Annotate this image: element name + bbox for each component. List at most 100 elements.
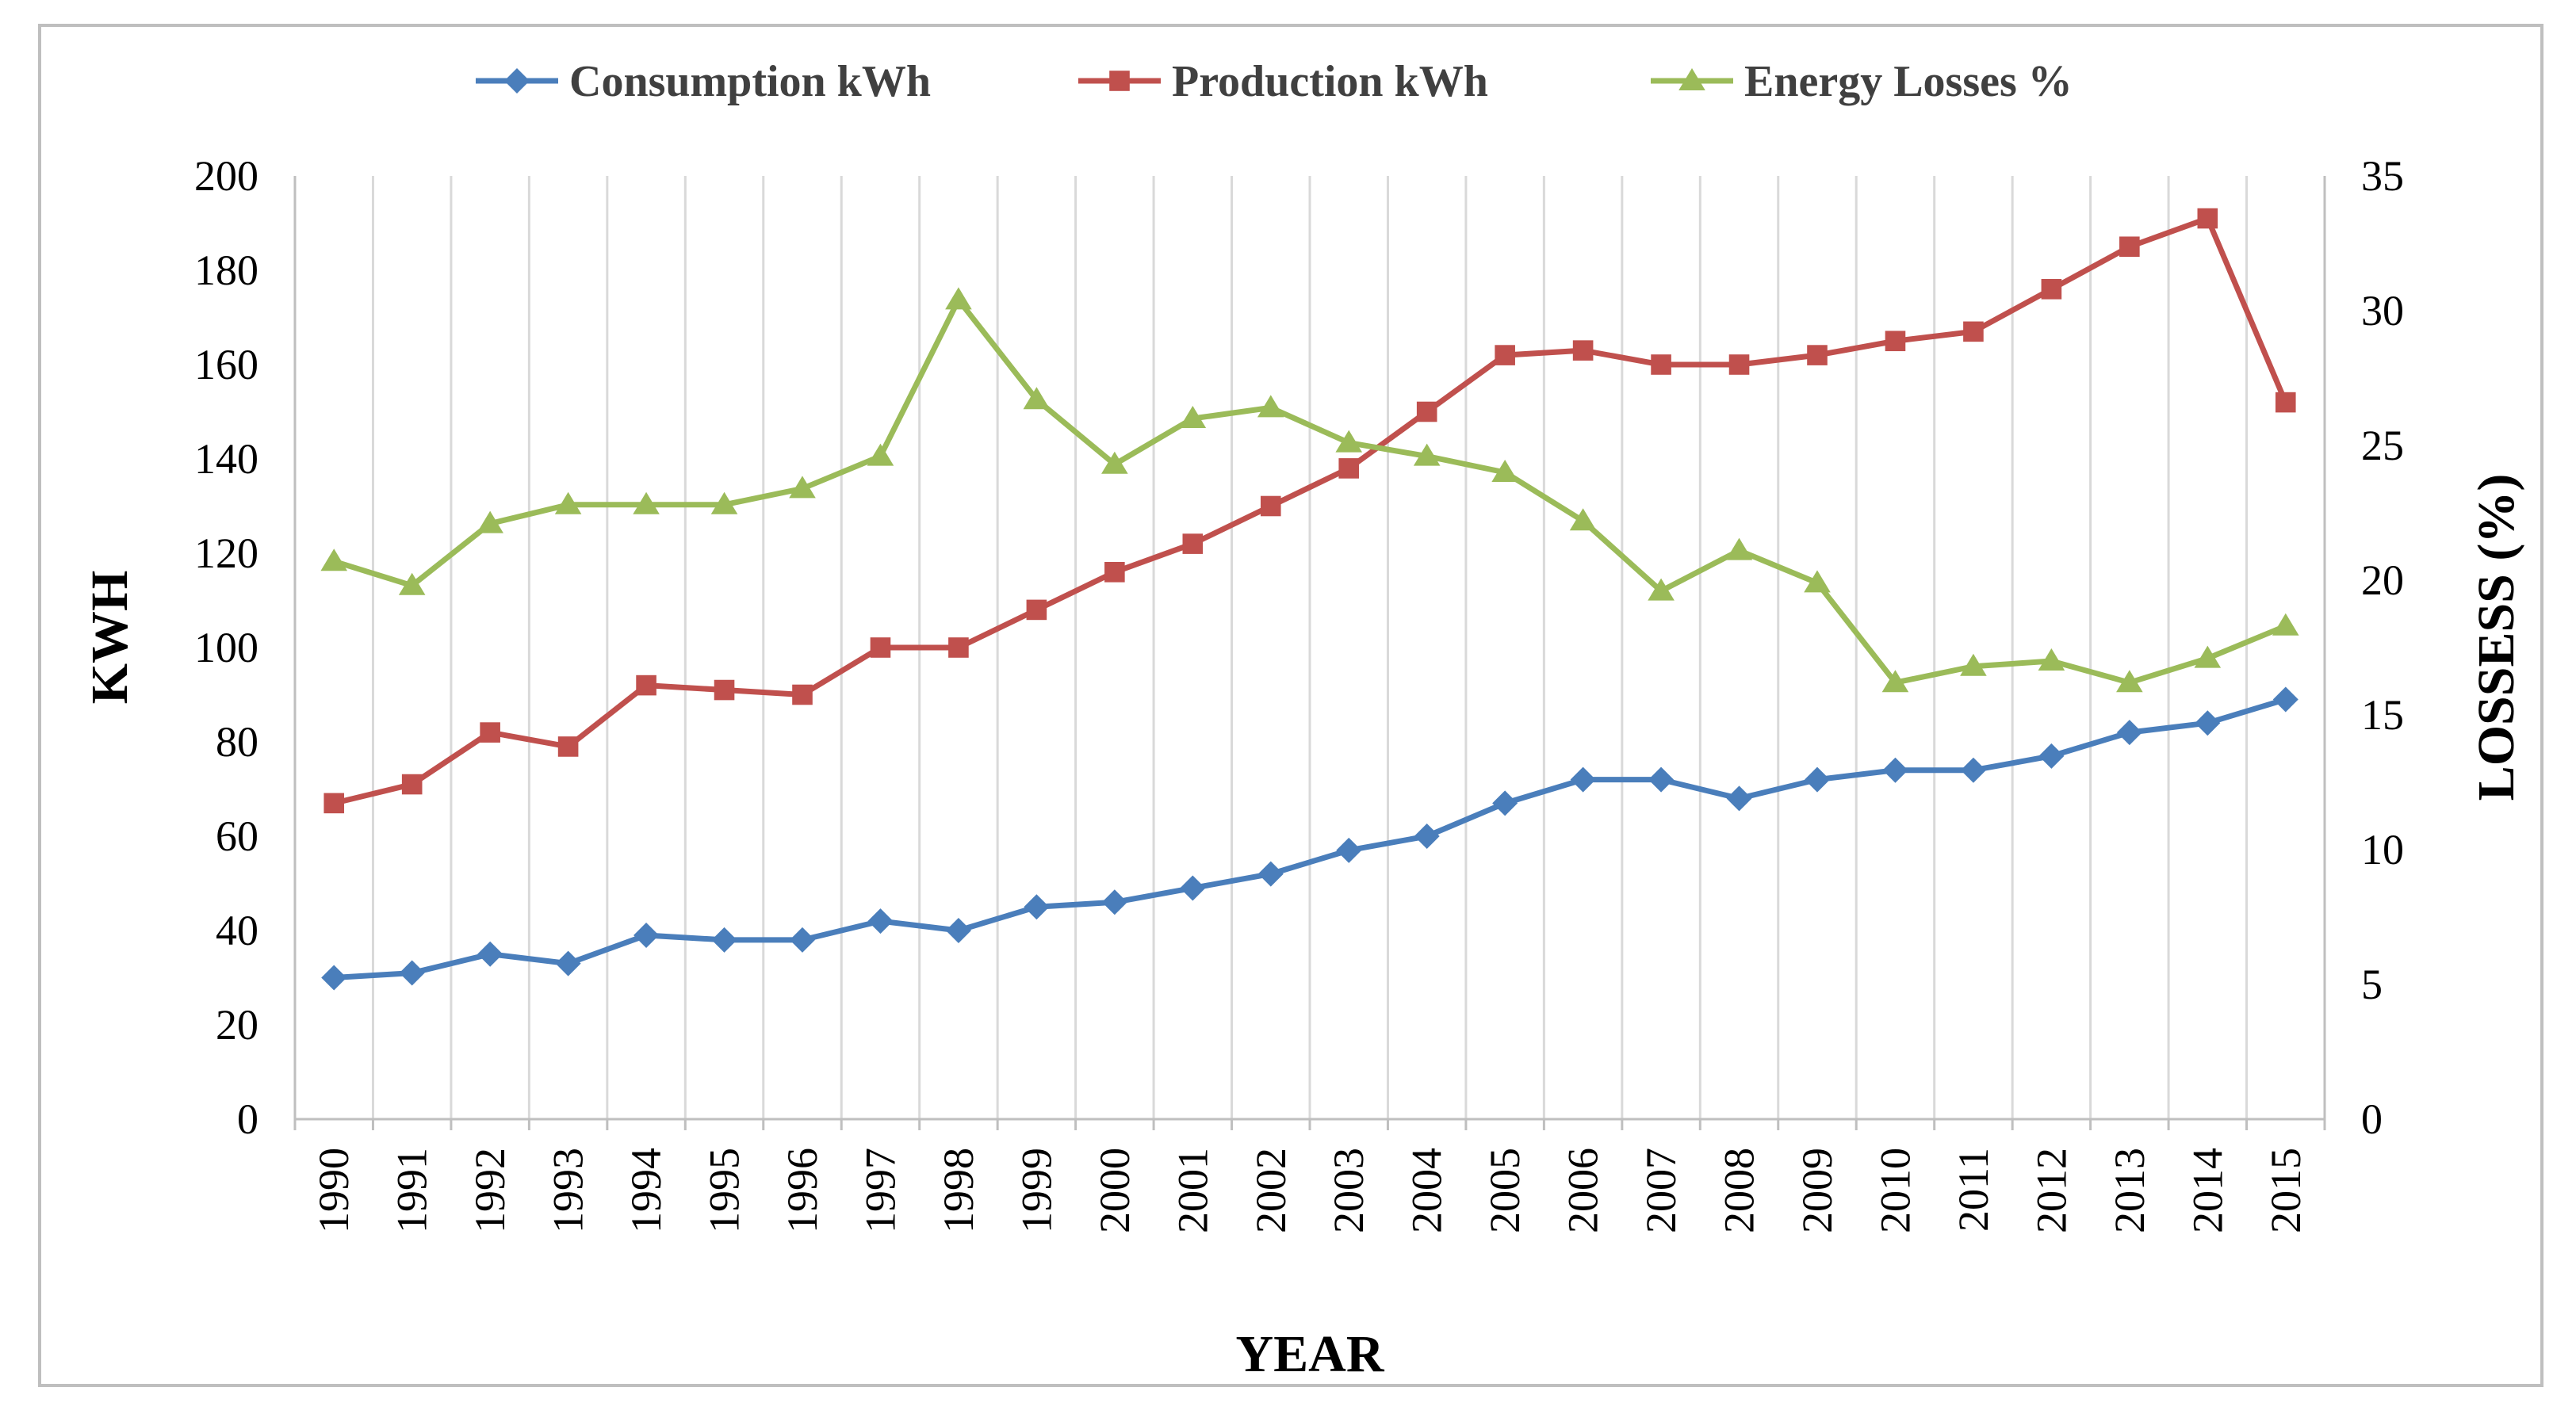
x-tick-label: 1996: [779, 1148, 826, 1233]
production-kwh-point: [2119, 236, 2140, 258]
energy-losses-point: [1101, 451, 1128, 474]
consumption-kwh-point: [2195, 710, 2221, 736]
production-kwh-point: [1728, 354, 1750, 375]
energy-losses-point: [633, 491, 660, 514]
x-tick-label: 2007: [1637, 1148, 1685, 1233]
x-tick-label: 1993: [545, 1148, 592, 1233]
y-tick-label: 60: [216, 812, 258, 860]
production-kwh-point: [557, 736, 579, 757]
y2-tick-label: 25: [2361, 422, 2404, 469]
energy-losses-point: [554, 491, 582, 514]
y-tick-label: 200: [194, 152, 258, 200]
energy-losses-point: [1725, 537, 1753, 560]
x-tick-label: 2011: [1950, 1148, 1997, 1232]
energy-losses-point: [398, 572, 426, 595]
consumption-kwh-point: [790, 927, 815, 953]
energy-losses-point: [2116, 670, 2143, 693]
energy-losses-point: [477, 510, 503, 533]
x-tick-label: 1997: [856, 1148, 904, 1233]
consumption-kwh-point: [399, 960, 425, 986]
series-line-production-kwh: [333, 216, 2288, 806]
legend-item-production-kwh: Production kWh: [1078, 57, 1488, 106]
consumption-kwh-point: [633, 922, 660, 948]
production-kwh-point: [1885, 331, 1906, 352]
legend-label-production-kwh: Production kWh: [1172, 57, 1488, 106]
chart-series: [320, 208, 2299, 991]
consumption-kwh-point: [1414, 824, 1440, 849]
consumption-kwh-point: [1648, 766, 1675, 793]
x-tick-label: 1999: [1012, 1148, 1060, 1233]
production-kwh-point: [1651, 354, 1671, 375]
legend-item-consumption-kwh: Consumption kWh: [476, 57, 931, 106]
x-tick-label: 2009: [1793, 1148, 1841, 1233]
legend-label-energy-losses: Energy Losses %: [1744, 57, 2073, 106]
x-tick-label: 2001: [1169, 1148, 1216, 1233]
production-kwh-point: [1572, 340, 1594, 361]
production-kwh-point: [636, 675, 656, 696]
energy-losses-point: [1804, 570, 1831, 593]
consumption-kwh-point: [2272, 686, 2298, 713]
consumption-kwh-point: [1805, 766, 1830, 793]
energy-losses-point: [867, 443, 894, 466]
production-kwh-point: [1416, 401, 1437, 422]
y-axis-title: KWH: [81, 571, 139, 705]
consumption-kwh-point: [711, 927, 737, 953]
x-axis-title: YEAR: [1235, 1325, 1384, 1383]
y2-tick-label: 30: [2361, 287, 2404, 334]
production-kwh-point: [1495, 345, 1515, 365]
energy-losses-point: [1179, 406, 1207, 428]
series-production-kwh: [323, 208, 2296, 814]
consumption-kwh-point: [1882, 757, 1908, 783]
series-consumption-kwh: [321, 686, 2298, 991]
consumption-kwh-point: [2038, 743, 2065, 769]
chart-axes: [293, 176, 2326, 1130]
consumption-kwh-point: [555, 950, 581, 976]
energy-losses-point: [2272, 613, 2299, 636]
production-kwh-point: [1963, 321, 1984, 342]
x-tick-label: 2015: [2262, 1148, 2310, 1233]
series-line-energy-losses: [333, 296, 2287, 686]
y-tick-label: 80: [216, 718, 258, 766]
consumption-kwh-point: [1180, 875, 1206, 901]
production-kwh-point: [1260, 495, 1281, 517]
x-tick-label: 1998: [935, 1148, 982, 1233]
consumption-kwh-point: [1960, 757, 1986, 783]
x-tick-label: 1995: [701, 1148, 748, 1233]
production-kwh-point: [714, 679, 735, 701]
production-kwh-point: [1026, 599, 1047, 621]
production-kwh-point: [1338, 458, 1360, 479]
production-kwh-point: [1807, 345, 1828, 365]
energy-losses-point: [789, 476, 816, 499]
vertical-gridlines: [371, 176, 2326, 1119]
tick-labels: 0204060801001201401601802000510152025303…: [194, 152, 2404, 1233]
x-tick-label: 2005: [1481, 1148, 1529, 1233]
y2-tick-label: 5: [2361, 961, 2383, 1008]
energy-losses-point: [1257, 395, 1284, 418]
y-tick-label: 140: [194, 435, 258, 483]
production-kwh-point: [2197, 208, 2218, 229]
x-tick-label: 2004: [1403, 1148, 1451, 1233]
x-tick-label: 1994: [622, 1148, 670, 1233]
production-kwh-point: [323, 793, 345, 814]
y2-tick-label: 15: [2361, 691, 2404, 739]
legend-label-consumption-kwh: Consumption kWh: [569, 57, 931, 106]
consumption-kwh-point: [1024, 894, 1050, 920]
production-kwh-point: [948, 637, 969, 658]
x-tick-label: 2000: [1091, 1148, 1139, 1233]
y-tick-label: 100: [194, 624, 258, 671]
y2-tick-label: 10: [2361, 826, 2404, 873]
y2-tick-label: 0: [2361, 1095, 2383, 1143]
consumption-kwh-point: [1257, 861, 1284, 887]
x-tick-label: 1991: [389, 1148, 436, 1233]
consumption-kwh-point: [1726, 785, 1752, 812]
x-tick-label: 1992: [466, 1148, 514, 1233]
energy-losses-point: [1569, 508, 1597, 531]
legend: Consumption kWh Production kWh Energy Loss…: [476, 57, 2073, 106]
energy-losses-point: [710, 491, 738, 514]
x-tick-label: 2002: [1247, 1148, 1295, 1233]
consumption-kwh-point: [1492, 790, 1518, 816]
production-kwh-point: [1104, 562, 1125, 583]
series-line-consumption-kwh: [334, 697, 2287, 980]
legend-marker-energy-losses: [1678, 68, 1705, 90]
